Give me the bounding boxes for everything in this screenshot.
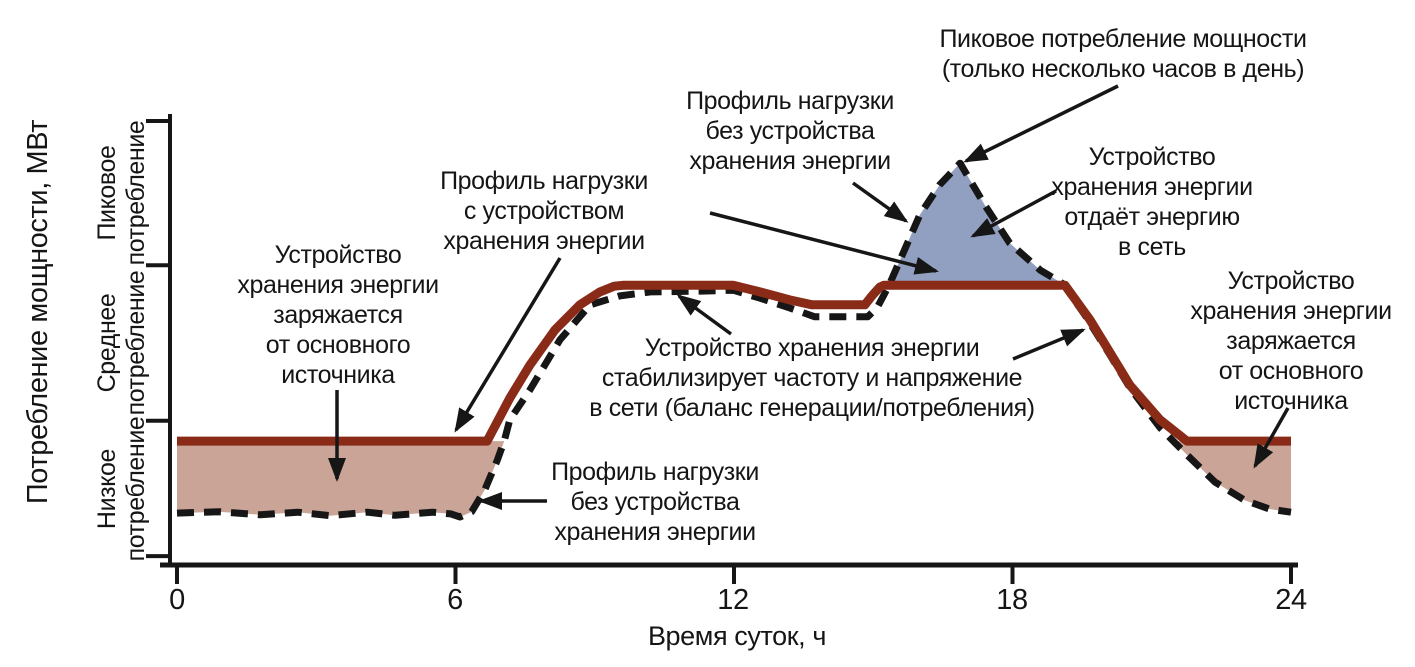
arrow-charge-right	[1253, 407, 1290, 469]
x-tick-12: 12	[717, 584, 749, 616]
x-tick-24: 24	[1275, 584, 1307, 616]
y-axis-title: Потребление мощности, МВт	[22, 119, 54, 505]
load-curve-with-storage	[177, 280, 1291, 446]
arrow-profile-without-top	[851, 181, 909, 223]
x-tick-6: 6	[447, 584, 463, 616]
arrow-peak-demand	[963, 84, 1119, 163]
arrow-stabilize-right	[1012, 328, 1086, 361]
charge-area	[1173, 441, 1291, 513]
arrow-stabilize-left	[676, 294, 733, 336]
arrow-discharge	[970, 189, 1057, 238]
charge-area	[177, 441, 505, 517]
x-tick-18: 18	[996, 584, 1028, 616]
x-tick-0: 0	[169, 584, 185, 616]
arrow-profile-with-left	[454, 257, 562, 433]
y-zone-label-low: Низкое потребление	[93, 416, 150, 562]
load-curve-without-storage	[176, 159, 1292, 521]
arrow-profile-with-right	[709, 211, 939, 275]
x-axis-title: Время суток, ч	[647, 621, 827, 651]
